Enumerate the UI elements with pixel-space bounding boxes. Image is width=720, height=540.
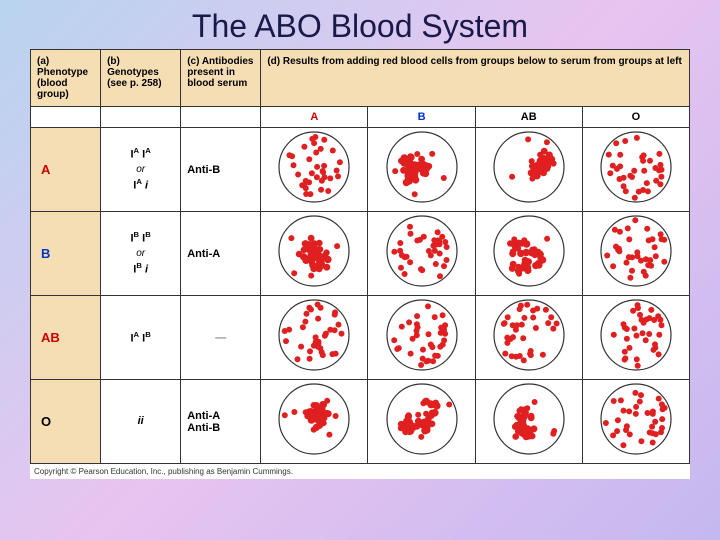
dispersed-dish-icon: [278, 131, 350, 203]
dish-cell: [582, 128, 689, 212]
row-phenotype: A: [31, 128, 101, 212]
dispersed-dish-icon: [278, 299, 350, 371]
agglutinated-dish-icon: [278, 215, 350, 287]
row-phenotype: B: [31, 212, 101, 296]
agglutinated-dish-icon: [493, 215, 565, 287]
header-phenotype: (a) Phenotype (blood group): [31, 50, 101, 107]
header-antibody: (c) Antibodies present in blood serum: [181, 50, 261, 107]
dispersed-dish-icon: [386, 299, 458, 371]
dish-cell: [368, 212, 475, 296]
row-genotype: ii: [101, 380, 181, 464]
subcol-A: A: [261, 107, 368, 128]
dish-cell: [261, 380, 368, 464]
agglutinated-dish-icon: [278, 383, 350, 455]
dispersed-dish-icon: [493, 299, 565, 371]
abo-table-container: (a) Phenotype (blood group) (b) Genotype…: [30, 49, 690, 479]
subheader-blank-a: [31, 107, 101, 128]
subheader-blank-b: [101, 107, 181, 128]
row-antibody: —: [181, 296, 261, 380]
row-antibody: Anti-B: [181, 128, 261, 212]
row-antibody: Anti-AAnti-B: [181, 380, 261, 464]
row-phenotype: O: [31, 380, 101, 464]
dish-cell: [582, 380, 689, 464]
dish-cell: [475, 380, 582, 464]
copyright-text: Copyright © Pearson Education, Inc., pub…: [30, 464, 690, 479]
row-phenotype: AB: [31, 296, 101, 380]
dispersed-dish-icon: [600, 383, 672, 455]
dish-cell: [475, 212, 582, 296]
header-genotype: (b) Genotypes (see p. 258): [101, 50, 181, 107]
subheader-row: A B AB O: [31, 107, 690, 128]
agglutinated-dish-icon: [493, 383, 565, 455]
row-genotype: IA IAorIA i: [101, 128, 181, 212]
header-row: (a) Phenotype (blood group) (b) Genotype…: [31, 50, 690, 107]
agglutinated-dish-icon: [386, 131, 458, 203]
dish-cell: [368, 380, 475, 464]
table-row: AIA IAorIA iAnti-B: [31, 128, 690, 212]
dispersed-dish-icon: [386, 215, 458, 287]
slide-title: The ABO Blood System: [0, 0, 720, 49]
dish-cell: [368, 296, 475, 380]
abo-table: (a) Phenotype (blood group) (b) Genotype…: [30, 49, 690, 464]
dish-cell: [261, 212, 368, 296]
row-genotype: IA IB: [101, 296, 181, 380]
subcol-AB: AB: [475, 107, 582, 128]
subcol-B: B: [368, 107, 475, 128]
dish-cell: [582, 212, 689, 296]
dish-cell: [261, 128, 368, 212]
dispersed-dish-icon: [600, 215, 672, 287]
agglutinated-dish-icon: [386, 383, 458, 455]
table-row: BIB IBorIB iAnti-A: [31, 212, 690, 296]
table-body: AIA IAorIA iAnti-BBIB IBorIB iAnti-AABIA…: [31, 128, 690, 464]
table-row: ABIA IB—: [31, 296, 690, 380]
dispersed-dish-icon: [600, 131, 672, 203]
header-results: (d) Results from adding red blood cells …: [261, 50, 690, 107]
dish-cell: [475, 128, 582, 212]
dish-cell: [261, 296, 368, 380]
agglutinated-dish-icon: [493, 131, 565, 203]
subheader-blank-c: [181, 107, 261, 128]
subcol-O: O: [582, 107, 689, 128]
row-antibody: Anti-A: [181, 212, 261, 296]
row-genotype: IB IBorIB i: [101, 212, 181, 296]
dish-cell: [368, 128, 475, 212]
dispersed-dish-icon: [600, 299, 672, 371]
table-row: OiiAnti-AAnti-B: [31, 380, 690, 464]
dish-cell: [582, 296, 689, 380]
dish-cell: [475, 296, 582, 380]
